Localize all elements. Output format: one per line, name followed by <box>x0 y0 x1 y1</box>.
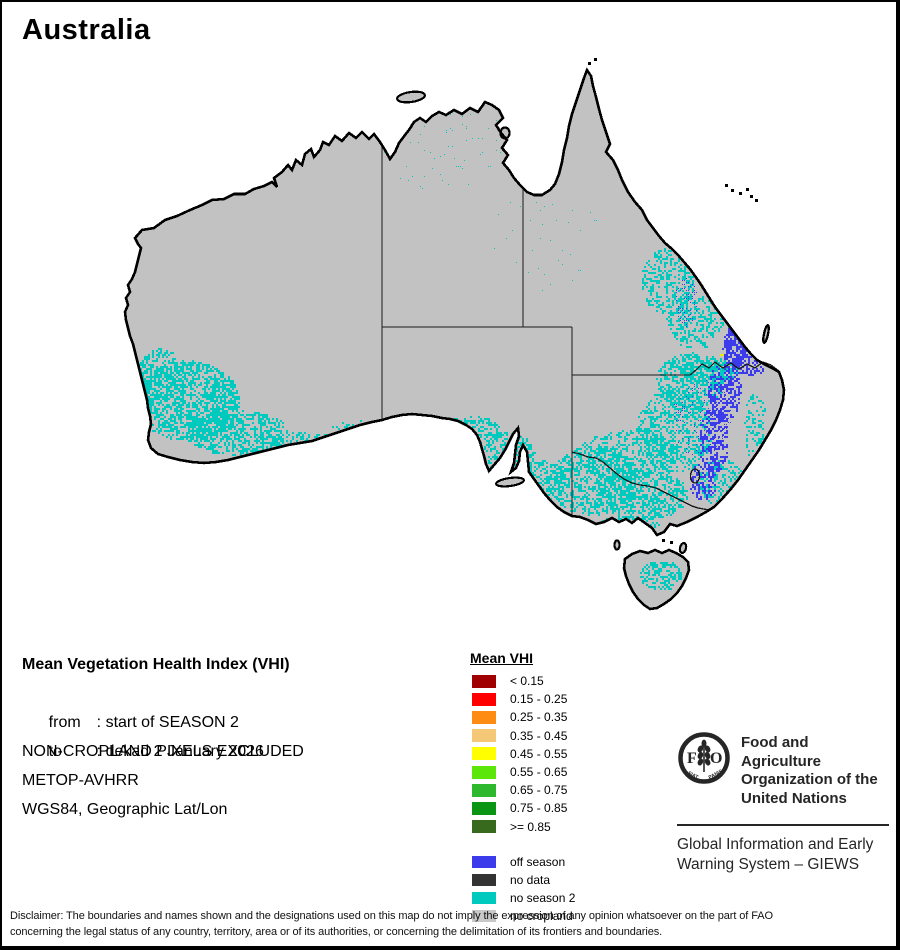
legend-swatch <box>472 855 496 868</box>
vhi-heading: Mean Vegetation Health Index (VHI) <box>22 656 290 673</box>
legend-label: < 0.15 <box>510 674 544 689</box>
sensor-line: METOP-AVHRR <box>22 772 139 789</box>
page-title: Australia <box>22 14 151 46</box>
fao-logo-icon: F O FIAT PANIS <box>678 732 730 784</box>
vhi-class-rows: < 0.15 0.15 - 0.25 0.25 - 0.35 0.35 - 0.45 0… <box>470 672 575 836</box>
legend-label: 0.75 - 0.85 <box>510 801 568 816</box>
giews-line1: Global Information and Early <box>677 836 874 853</box>
noncropland-line: NON-CROPLAND PIXELS EXCLUDED <box>22 743 304 760</box>
status-legend-row: no cropland <box>470 907 575 925</box>
legend-swatch <box>472 783 496 797</box>
legend-label: 0.25 - 0.35 <box>510 710 568 725</box>
legend-swatch <box>472 873 496 886</box>
legend-label: 0.55 - 0.65 <box>510 765 568 780</box>
giews-name: Global Information and Early Warning Sys… <box>677 835 889 875</box>
legend-label: 0.45 - 0.55 <box>510 746 568 761</box>
vhi-legend-row: >= 0.85 <box>470 818 575 836</box>
legend-swatch <box>472 820 496 834</box>
fao-org-name: Food and Agriculture Organization of the… <box>741 730 889 808</box>
legend-label: no data <box>510 872 551 887</box>
vhi-legend-row: < 0.15 <box>470 672 575 690</box>
wheat-ear-glyph <box>697 739 711 772</box>
projection-line: WGS84, Geographic Lat/Lon <box>22 801 228 818</box>
map-metadata-block: Mean Vegetation Health Index (VHI) from:… <box>22 650 304 824</box>
vhi-legend-row: 0.55 - 0.65 <box>470 763 575 781</box>
legend-swatch <box>472 674 496 688</box>
vhi-legend-row: 0.45 - 0.55 <box>470 745 575 763</box>
status-class-rows: off season no data no season 2 no cropland <box>470 853 575 925</box>
disclaimer-line1: Disclaimer: The boundaries and names sho… <box>10 910 773 922</box>
fao-divider <box>677 824 889 826</box>
to-value: : dekad 2 January 2026 <box>96 743 264 760</box>
tasmania-coastline <box>622 548 691 611</box>
legend-label: 0.65 - 0.75 <box>510 783 568 798</box>
legend-swatch <box>472 909 496 922</box>
to-label: to <box>48 743 63 760</box>
mainland-landmass <box>125 70 784 535</box>
legend-swatch <box>472 891 496 904</box>
legend-swatch <box>472 747 496 761</box>
from-line: from : start of SEASON 2 <box>22 679 304 731</box>
status-legend-row: off season <box>470 853 575 871</box>
legend-swatch <box>472 765 496 779</box>
fao-header: F O FIAT PANIS Food and Agriculture <box>677 730 889 808</box>
from-value: : start of SEASON 2 <box>96 714 239 731</box>
disclaimer-text: Disclaimer: The boundaries and names sho… <box>10 908 896 940</box>
legend-label: no season 2 <box>510 890 576 905</box>
legend-swatch <box>472 692 496 706</box>
vhi-legend-row: 0.65 - 0.75 <box>470 781 575 799</box>
vhi-legend-row: 0.35 - 0.45 <box>470 727 575 745</box>
fao-attribution-block: F O FIAT PANIS Food and Agriculture <box>677 730 889 875</box>
legend-swatch <box>472 710 496 724</box>
vhi-legend-row: 0.75 - 0.85 <box>470 799 575 817</box>
vhi-pixel-overlay <box>136 110 766 590</box>
fao-org-line3: United Nations <box>741 789 847 807</box>
legend-swatch <box>472 801 496 815</box>
fao-org-line1: Food and Agriculture <box>741 734 822 770</box>
mainland-coastline <box>123 67 786 537</box>
legend-label: 0.15 - 0.25 <box>510 692 568 707</box>
legend-label: 0.35 - 0.45 <box>510 728 568 743</box>
vhi-legend-row: 0.25 - 0.35 <box>470 708 575 726</box>
legend-swatch <box>472 729 496 743</box>
legend-label: off season <box>510 854 566 869</box>
fao-org-line2: Organization of the <box>741 771 878 788</box>
vhi-legend: Mean VHI < 0.15 0.15 - 0.25 0.25 - 0.35 0.3… <box>470 650 575 925</box>
legend-label: >= 0.85 <box>510 819 551 834</box>
legend-label: no cropland <box>510 908 573 923</box>
legend-title: Mean VHI <box>470 650 534 666</box>
vhi-legend-row: 0.15 - 0.25 <box>470 690 575 708</box>
from-label: from <box>48 714 81 731</box>
disclaimer-line2: concerning the legal status of any count… <box>10 926 663 938</box>
giews-line2: Warning System – GIEWS <box>677 856 860 873</box>
status-legend-row: no data <box>470 871 575 889</box>
status-legend-row: no season 2 <box>470 889 575 907</box>
to-line: to : dekad 2 January 2026 <box>22 708 304 760</box>
